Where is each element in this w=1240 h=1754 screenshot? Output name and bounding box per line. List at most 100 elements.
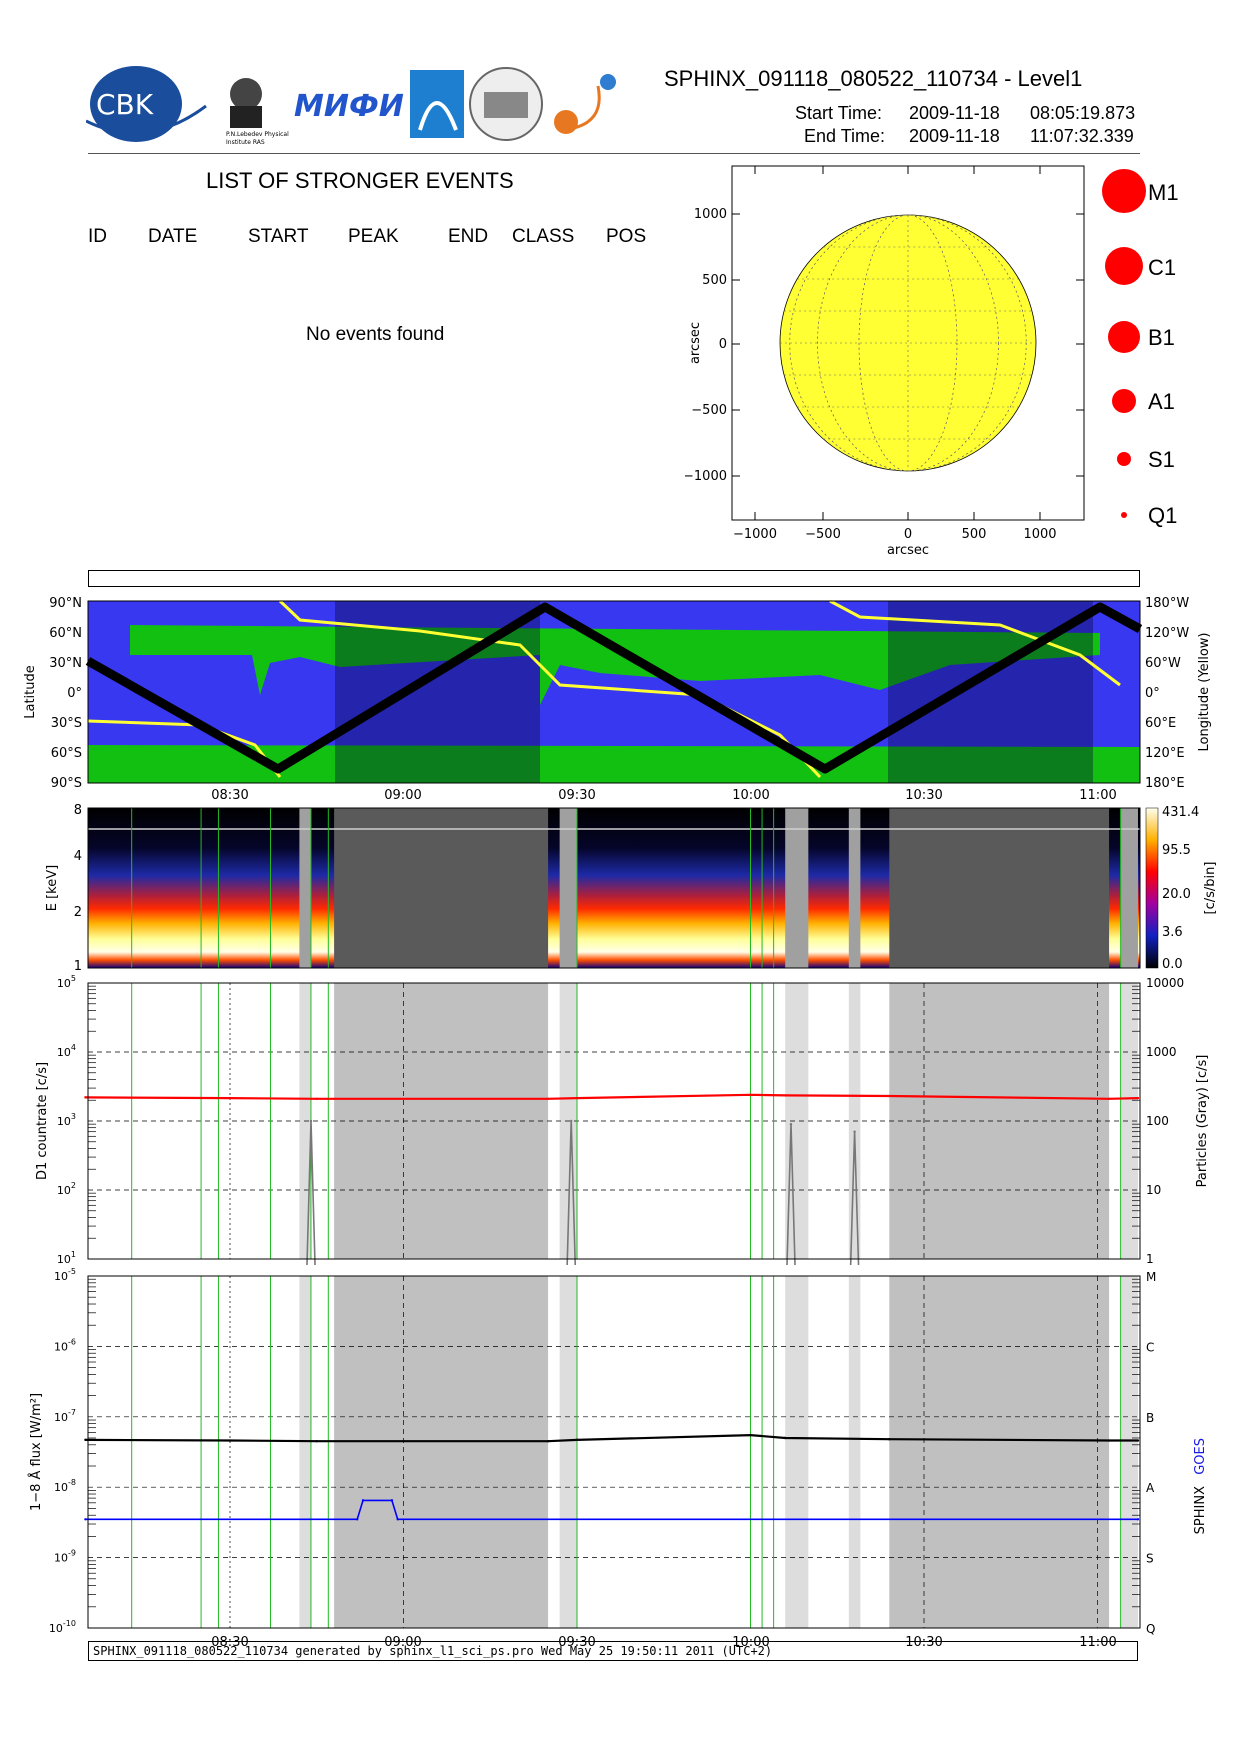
col-class: CLASS xyxy=(512,226,575,247)
svg-text:P.N.Lebedev Physical: P.N.Lebedev Physical xyxy=(226,131,289,138)
sun-ytick-2: 500 xyxy=(702,273,727,288)
data-point xyxy=(575,1096,579,1100)
orbit-latitude-track xyxy=(85,602,1143,774)
orbit-green-south xyxy=(88,745,1140,783)
end-time: 11:07:32.339 xyxy=(1030,126,1134,146)
no-events-message: No events found xyxy=(306,324,445,345)
start-time: 08:05:19.873 xyxy=(1030,103,1136,123)
sphinx-legend-label: SPHINX xyxy=(1193,1486,1208,1534)
particle-gap-shading xyxy=(559,1276,577,1628)
goes-class-label: S xyxy=(1146,1552,1154,1566)
report-title: SPHINX_091118_080522_110734 - Level1 xyxy=(664,66,1083,91)
spectrogram-particle-gap xyxy=(559,808,577,968)
data-point xyxy=(309,1119,313,1123)
series-line-0 xyxy=(85,1433,1138,1443)
spectrogram-particle-gap xyxy=(785,808,809,968)
legend-dot-q1 xyxy=(1121,512,1127,518)
globe-logo xyxy=(554,74,616,134)
data-point xyxy=(1107,1097,1111,1100)
orbit-green-north xyxy=(130,625,1100,705)
spec-ytick-3: 2 xyxy=(74,905,82,920)
orbit-time-2: 09:00 xyxy=(384,788,421,803)
data-point xyxy=(570,1119,573,1123)
class-legend-dots xyxy=(1102,169,1146,518)
legend-label-b1: B1 xyxy=(1148,325,1175,350)
end-date: 2009-11-18 xyxy=(909,126,1000,146)
ytick-label: 10-8 xyxy=(54,1478,76,1494)
goes-legend-label: GOES xyxy=(1193,1438,1208,1475)
cb-tick-5: 0.0 xyxy=(1162,957,1183,972)
flux-ylabel: 1−8 Å flux [W/m²] xyxy=(28,1393,44,1511)
spectrogram-particle-gap xyxy=(1120,808,1138,968)
series-line-0 xyxy=(85,1093,1139,1100)
orbit-time-3: 09:30 xyxy=(558,788,595,803)
header-divider xyxy=(88,153,1140,154)
data-point xyxy=(749,1093,752,1096)
spec-ytick-2: 4 xyxy=(74,849,82,864)
particles-tick-label: 10 xyxy=(1146,1183,1161,1197)
ytick-label: 104 xyxy=(57,1043,76,1059)
data-point xyxy=(888,1094,891,1098)
orbit-time-5: 10:30 xyxy=(905,788,942,803)
spectrogram-data-gap xyxy=(889,808,1110,968)
ytick-label: 10-9 xyxy=(54,1549,76,1565)
legend-dot-b1 xyxy=(1108,321,1140,353)
ytick-label: 10-7 xyxy=(54,1408,76,1424)
data-point xyxy=(1136,1439,1140,1442)
sun-xtick-1: −1000 xyxy=(733,527,777,542)
spec-ytick-4: 1 xyxy=(74,959,82,972)
particles-tick-label: 1000 xyxy=(1146,1045,1177,1059)
orbit-ylabel-left: Latitude xyxy=(23,665,38,719)
spectrogram-colorbar xyxy=(1145,807,1159,969)
data-point xyxy=(546,1097,550,1100)
particle-gap-shading xyxy=(299,1276,311,1628)
mifi-logo: МИФИ xyxy=(294,89,404,124)
lat-tick-5: 30°S xyxy=(51,716,82,731)
data-point xyxy=(784,1094,787,1097)
start-time-label: Start Time: xyxy=(795,103,883,123)
goes-class-label: B xyxy=(1146,1411,1154,1425)
lebedev-logo: P.N.Lebedev Physical Institute RAS xyxy=(226,78,289,146)
spectrogram-frame xyxy=(87,807,1141,969)
data-point xyxy=(84,1096,87,1099)
sun-xlabel: arcsec xyxy=(887,543,929,558)
lat-tick-2: 60°N xyxy=(49,626,82,641)
goes-class-label: C xyxy=(1146,1340,1154,1354)
data-point xyxy=(888,1438,891,1441)
particles-tick-label: 10000 xyxy=(1146,976,1184,990)
data-point xyxy=(1107,1439,1111,1442)
particle-gap-shading xyxy=(1120,1276,1138,1628)
ytick-label: 103 xyxy=(57,1112,76,1128)
svg-text:Institute RAS: Institute RAS xyxy=(226,139,265,146)
data-point xyxy=(356,1518,359,1521)
ytick-exponent: 3 xyxy=(71,1112,76,1121)
cbk-logo: CBK xyxy=(86,66,207,142)
lon-tick-7: 180°E xyxy=(1145,776,1185,791)
ytick-exponent: -9 xyxy=(68,1549,76,1558)
goes-class-label: A xyxy=(1146,1481,1155,1495)
lat-tick-4: 0° xyxy=(67,686,82,701)
ytick-exponent: -6 xyxy=(68,1337,76,1346)
generation-footer: SPHINX_091118_080522_110734 generated by… xyxy=(88,1641,1138,1661)
flux-frame xyxy=(87,1275,1141,1629)
particle-gap-shading xyxy=(848,1276,861,1628)
col-pos: POS xyxy=(606,226,647,247)
legend-label-c1: C1 xyxy=(1148,255,1177,280)
data-point xyxy=(228,1439,232,1442)
data-point xyxy=(1136,1518,1140,1521)
sun-ylabel: arcsec xyxy=(688,322,703,364)
data-point xyxy=(396,1518,399,1521)
col-start: START xyxy=(248,226,309,247)
countrate-panel: 101 102 103 104 105 1 10 100 1000 10000 D1 count… xyxy=(35,975,1210,1265)
ytick-label: 105 xyxy=(57,975,76,990)
ytick-label: 10-10 xyxy=(49,1619,76,1635)
data-point xyxy=(546,1440,550,1443)
ytick-exponent: -7 xyxy=(68,1408,76,1417)
col-id: ID xyxy=(88,226,107,247)
spectrogram-particle-gap xyxy=(299,808,311,968)
lon-tick-5: 60°E xyxy=(1145,716,1176,731)
spectrogram-panel: 8 4 2 1 E [keV] 431.4 95.5 20.0 3.6 0.0 … xyxy=(45,803,1218,972)
orbit-frame xyxy=(87,600,1141,784)
ytick-label: 10-5 xyxy=(54,1268,76,1283)
